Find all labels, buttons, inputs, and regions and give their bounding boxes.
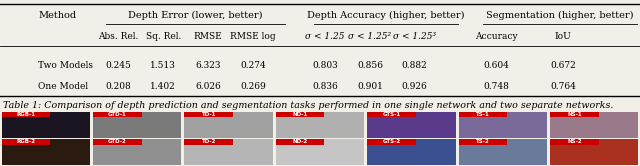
- Text: TS-2: TS-2: [476, 139, 490, 144]
- Bar: [276, 139, 324, 145]
- Bar: [276, 112, 364, 137]
- Text: Accuracy: Accuracy: [475, 32, 517, 41]
- Bar: [276, 112, 324, 117]
- Text: Depth Accuracy (higher, better): Depth Accuracy (higher, better): [307, 11, 465, 20]
- Text: 1.513: 1.513: [150, 61, 176, 70]
- Text: RMSE: RMSE: [194, 32, 222, 41]
- Text: 0.836: 0.836: [312, 82, 338, 91]
- Bar: [459, 139, 547, 165]
- Bar: [459, 112, 547, 137]
- Text: IoU: IoU: [555, 32, 572, 41]
- Bar: [2, 112, 90, 137]
- Bar: [550, 139, 598, 145]
- Bar: [93, 139, 181, 165]
- Text: Sq. Rel.: Sq. Rel.: [145, 32, 181, 41]
- Text: GTS-2: GTS-2: [383, 139, 401, 144]
- Bar: [550, 112, 638, 137]
- Bar: [276, 139, 364, 165]
- Text: 0.856: 0.856: [357, 61, 383, 70]
- Text: σ < 1.25²: σ < 1.25²: [348, 32, 392, 41]
- Text: 0.882: 0.882: [402, 61, 428, 70]
- Text: 0.604: 0.604: [483, 61, 509, 70]
- Text: RGB-2: RGB-2: [17, 139, 35, 144]
- Bar: [2, 112, 50, 117]
- Text: 0.764: 0.764: [550, 82, 576, 91]
- Text: GTS-1: GTS-1: [383, 112, 401, 117]
- Text: TD-2: TD-2: [202, 139, 216, 144]
- Bar: [184, 112, 273, 137]
- Bar: [2, 139, 90, 165]
- Bar: [367, 112, 416, 117]
- Text: σ < 1.25³: σ < 1.25³: [393, 32, 436, 41]
- Text: 0.245: 0.245: [106, 61, 131, 70]
- Bar: [93, 139, 141, 145]
- Text: 0.274: 0.274: [240, 61, 266, 70]
- Text: 0.208: 0.208: [106, 82, 131, 91]
- Text: 6.323: 6.323: [195, 61, 221, 70]
- Text: Table 1: Comparison of depth prediction and segmentation tasks performed in one : Table 1: Comparison of depth prediction …: [3, 101, 614, 110]
- Bar: [184, 112, 233, 117]
- Text: TS-1: TS-1: [476, 112, 490, 117]
- Text: 0.269: 0.269: [240, 82, 266, 91]
- Text: 0.803: 0.803: [312, 61, 338, 70]
- Text: 1.402: 1.402: [150, 82, 176, 91]
- Text: One Model: One Model: [38, 82, 88, 91]
- Text: GTD-1: GTD-1: [108, 112, 127, 117]
- Bar: [550, 139, 638, 165]
- Bar: [367, 139, 416, 145]
- Text: Depth Error (lower, better): Depth Error (lower, better): [128, 11, 262, 20]
- Text: Segmentation (higher, better): Segmentation (higher, better): [486, 11, 634, 20]
- Bar: [93, 112, 181, 137]
- Text: Method: Method: [38, 11, 77, 20]
- Bar: [459, 139, 508, 145]
- Text: 6.026: 6.026: [195, 82, 221, 91]
- Bar: [2, 139, 50, 145]
- Text: RMSE log: RMSE log: [230, 32, 276, 41]
- Text: TD-1: TD-1: [202, 112, 216, 117]
- Bar: [367, 112, 456, 137]
- Text: 0.926: 0.926: [402, 82, 428, 91]
- Bar: [93, 112, 141, 117]
- Text: ND-1: ND-1: [292, 112, 308, 117]
- Bar: [367, 139, 456, 165]
- Bar: [184, 139, 233, 145]
- Text: GTD-2: GTD-2: [108, 139, 127, 144]
- Text: RGB-1: RGB-1: [17, 112, 35, 117]
- Text: 0.901: 0.901: [357, 82, 383, 91]
- Text: 0.672: 0.672: [550, 61, 576, 70]
- Text: NS-1: NS-1: [567, 112, 582, 117]
- Text: Two Models: Two Models: [38, 61, 93, 70]
- Bar: [184, 139, 273, 165]
- Bar: [459, 112, 508, 117]
- Text: ND-2: ND-2: [292, 139, 308, 144]
- Text: 0.748: 0.748: [483, 82, 509, 91]
- Text: Abs. Rel.: Abs. Rel.: [98, 32, 139, 41]
- Text: NS-2: NS-2: [567, 139, 582, 144]
- Bar: [550, 112, 598, 117]
- Text: σ < 1.25: σ < 1.25: [305, 32, 345, 41]
